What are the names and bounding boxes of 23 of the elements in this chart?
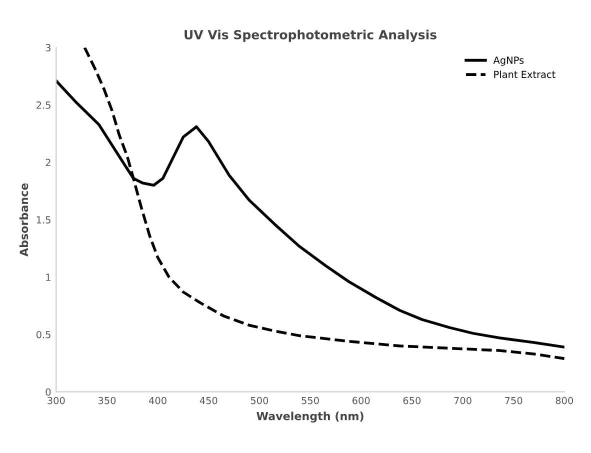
x-tick-label: 300 xyxy=(48,396,65,404)
x-tick-label: 750 xyxy=(505,396,522,404)
y-axis-title: Absorbance xyxy=(20,183,28,257)
y-tick-label: 2.5 xyxy=(36,101,50,109)
x-axis-title: Wavelength (nm) xyxy=(256,412,364,423)
x-tick-label: 700 xyxy=(454,396,472,404)
y-tick-label: 3 xyxy=(46,44,51,52)
y-tick-label: 1.5 xyxy=(36,216,50,224)
y-tick-label: 0 xyxy=(46,388,51,396)
x-tick-label: 650 xyxy=(403,396,421,404)
x-tick-label: 400 xyxy=(148,396,166,404)
legend-label: Plant Extract xyxy=(494,70,556,78)
x-tick-label: 350 xyxy=(98,396,116,404)
chart-title: UV Vis Spectrophotometric Analysis xyxy=(184,30,436,42)
x-tick-label: 800 xyxy=(556,396,574,404)
x-tick-label: 450 xyxy=(200,396,218,404)
y-tick-label: 1 xyxy=(46,274,50,281)
x-tick-label: 500 xyxy=(250,396,268,404)
legend-label: AgNPs xyxy=(493,56,524,66)
x-tick-label: 550 xyxy=(302,396,319,404)
y-tick-label: 0.5 xyxy=(36,330,50,338)
y-tick-label: 2 xyxy=(46,158,50,166)
x-tick-label: 600 xyxy=(352,396,370,404)
